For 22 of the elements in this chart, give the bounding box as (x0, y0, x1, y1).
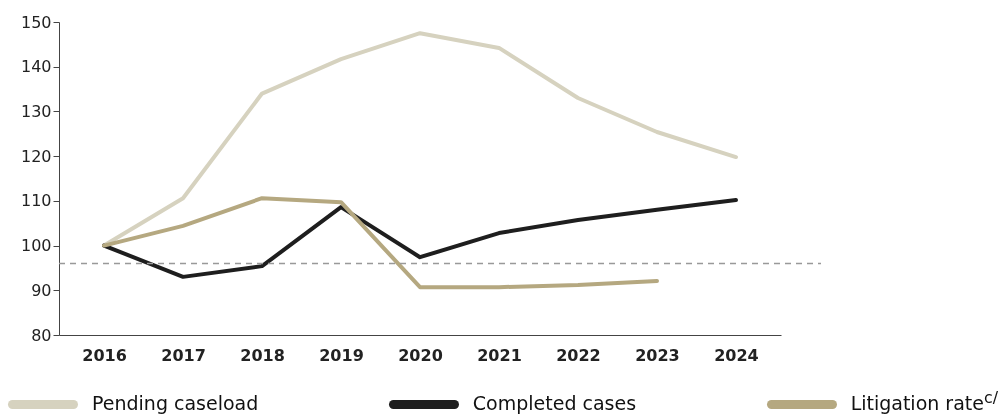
legend-label: Litigation rate$^{c/}$ (850, 388, 998, 415)
y-tick-label: 140 (20, 57, 52, 77)
x-tick-label: 2021 (477, 345, 522, 365)
y-tick-label: 100 (20, 236, 52, 256)
line-series (102, 196, 659, 290)
y-tick-label: 80 (31, 325, 52, 345)
x-tick-label: 2016 (82, 345, 127, 365)
y-tick-label: 90 (31, 280, 52, 300)
x-tick-label: 2024 (714, 345, 759, 365)
x-tick-label: 2022 (556, 345, 601, 365)
x-tick-label: 2017 (161, 345, 206, 365)
y-tick-label: 130 (20, 101, 52, 121)
x-tick-label: 2019 (319, 345, 364, 365)
x-tick-label: 2023 (635, 345, 680, 365)
x-tick-label: 2018 (240, 345, 285, 365)
y-tick-label: 120 (20, 146, 52, 166)
line-series (102, 197, 738, 279)
legend-label: Completed cases (472, 392, 637, 415)
x-tick-label: 2020 (398, 345, 443, 365)
legend-label: Pending caseload (92, 392, 259, 415)
y-tick-label: 110 (20, 191, 52, 211)
y-tick-label: 150 (20, 12, 52, 32)
